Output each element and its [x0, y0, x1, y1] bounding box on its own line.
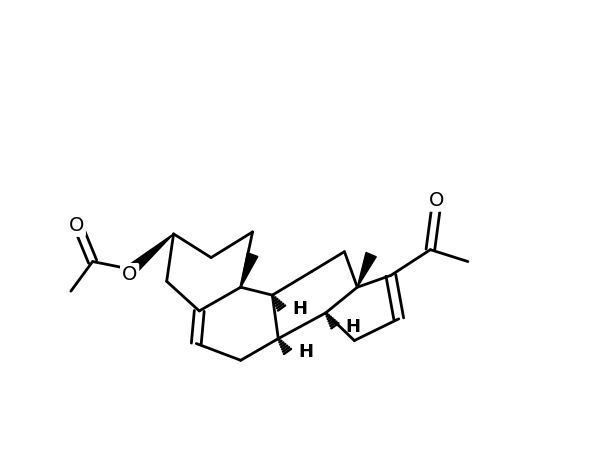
Text: H: H: [292, 300, 307, 318]
Polygon shape: [357, 252, 376, 287]
Text: O: O: [428, 191, 444, 210]
Polygon shape: [241, 253, 258, 287]
Text: H: H: [298, 343, 313, 361]
Text: O: O: [122, 265, 137, 284]
Text: O: O: [68, 216, 84, 235]
Text: H: H: [346, 318, 361, 336]
Polygon shape: [128, 234, 173, 274]
